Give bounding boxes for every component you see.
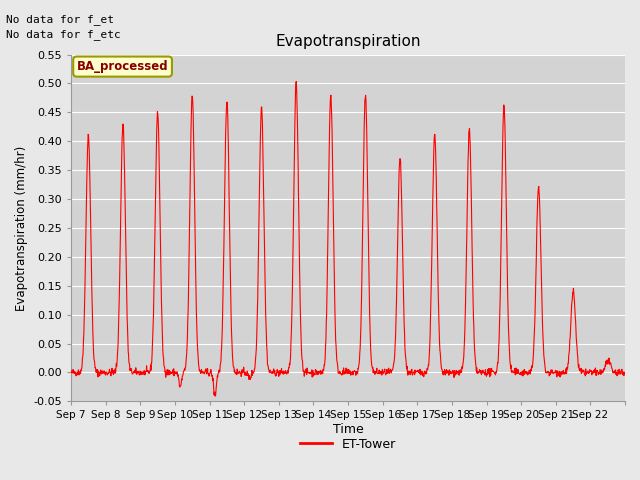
Text: BA_processed: BA_processed — [77, 60, 168, 73]
Text: No data for f_et: No data for f_et — [6, 14, 115, 25]
Title: Evapotranspiration: Evapotranspiration — [275, 34, 421, 49]
Y-axis label: Evapotranspiration (mm/hr): Evapotranspiration (mm/hr) — [15, 145, 28, 311]
Text: No data for f_etc: No data for f_etc — [6, 29, 121, 40]
Legend: ET-Tower: ET-Tower — [295, 433, 401, 456]
X-axis label: Time: Time — [333, 423, 364, 436]
